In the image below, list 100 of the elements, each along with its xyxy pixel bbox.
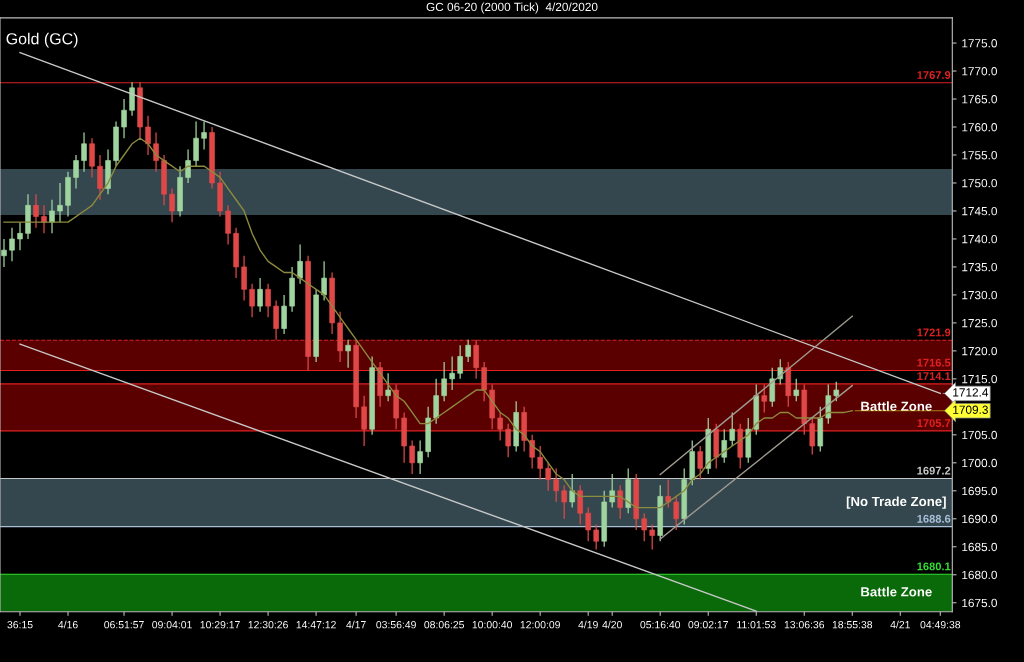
candlestick <box>433 378 439 425</box>
text: Gold (GC) <box>6 32 78 48</box>
candlestick <box>297 243 303 285</box>
candlestick <box>793 378 800 402</box>
y-tick-label: 1775.0 <box>962 39 997 48</box>
x-tick-label: 05:16:40 <box>640 620 681 629</box>
candlestick <box>201 120 207 151</box>
candlestick <box>129 81 135 117</box>
candlestick <box>553 467 559 503</box>
y-tick-label: 1685.0 <box>962 542 997 552</box>
candlestick <box>593 523 599 551</box>
x-tick-label: 11:01:53 <box>737 620 776 629</box>
band-label: Battle Zone <box>861 586 932 597</box>
candlestick <box>729 411 735 447</box>
candlestick <box>409 439 415 475</box>
candlestick <box>497 411 503 442</box>
x-tick-label: 04:49:38 <box>920 620 961 629</box>
candlestick <box>9 227 15 262</box>
candlestick <box>561 484 567 520</box>
candlestick <box>97 154 103 201</box>
candlestick <box>665 478 671 509</box>
y-tick-label: 1695.0 <box>962 486 997 496</box>
x-tick-label: 08:06:25 <box>424 620 464 629</box>
x-tick-label: 4/20 <box>602 620 622 629</box>
y-tick-label: 1705.0 <box>962 430 997 440</box>
band-label: [No Trade Zone] <box>846 496 946 509</box>
candlestick <box>721 428 727 464</box>
y-tick-label: 1730.0 <box>962 290 997 300</box>
candlestick <box>529 434 535 470</box>
candlestick <box>465 339 471 363</box>
candlestick <box>17 221 23 251</box>
x-tick-label: 36:15 <box>7 620 33 629</box>
candlestick <box>441 361 447 402</box>
candlestick <box>153 131 159 173</box>
candlestick <box>33 193 39 229</box>
y-tick-label: 1680.0 <box>962 570 997 580</box>
candlestick <box>649 523 655 551</box>
candlestick <box>577 484 583 526</box>
y-tick-label: 1760.0 <box>962 123 997 132</box>
candlestick <box>361 395 367 447</box>
candlestick <box>249 283 255 318</box>
candlestick <box>1 238 7 268</box>
y-tick-label: 1740.0 <box>962 234 997 244</box>
ref-line-label: 1767.9 <box>917 71 951 79</box>
candlestick <box>569 473 575 509</box>
ref-line-label: 1697.2 <box>917 466 951 475</box>
candlestick <box>185 148 191 184</box>
x-tick-label: 4/17 <box>346 620 366 629</box>
candlestick <box>505 423 511 458</box>
candlestick <box>169 187 175 223</box>
candlestick <box>609 473 615 509</box>
y-tick-label: 1750.0 <box>962 179 997 188</box>
x-tick-label: 4/21 <box>890 620 910 629</box>
ref-line-label: 1721.9 <box>917 328 951 337</box>
candlestick <box>73 154 79 190</box>
x-tick-label: 18:55:38 <box>832 620 873 629</box>
candlestick <box>145 115 151 156</box>
candlestick <box>537 445 543 481</box>
candlestick <box>321 260 327 302</box>
candlestick <box>241 255 247 302</box>
candlestick <box>761 383 768 414</box>
x-tick-label: 12:30:26 <box>248 620 288 629</box>
candlestick <box>545 462 551 492</box>
candlestick <box>89 137 95 179</box>
x-tick-label: 4/16 <box>58 620 78 629</box>
candlestick <box>49 199 55 234</box>
x-tick-label: 14:47:12 <box>296 620 336 629</box>
x-tick-label: 12:00:09 <box>520 620 560 629</box>
y-tick-label: 1755.0 <box>962 151 997 160</box>
candlestick <box>345 339 351 369</box>
ref-line-label: 1714.1 <box>917 372 951 380</box>
x-tick-label: 10:00:40 <box>472 620 513 629</box>
y-tick-label: 1770.0 <box>962 67 997 76</box>
candlestick <box>473 339 479 380</box>
candlestick <box>257 277 263 313</box>
candlestick <box>585 506 591 542</box>
candlestick <box>449 355 455 391</box>
candlestick <box>697 445 703 481</box>
ref-line-label: 1705.7 <box>917 419 951 428</box>
candlestick <box>417 439 423 475</box>
x-tick-label: 06:51:57 <box>104 620 144 629</box>
y-tick-label: 1765.0 <box>962 95 997 104</box>
y-tick-label: 1745.0 <box>962 207 997 216</box>
ref-line-label: 1688.6 <box>917 514 951 523</box>
candlestick <box>57 182 63 223</box>
annotation: 1709.3 <box>953 405 988 414</box>
y-tick-label: 1675.0 <box>962 598 997 608</box>
ref-line-label: 1716.5 <box>917 358 951 367</box>
candlestick <box>265 283 271 318</box>
x-tick-label: 09:02:17 <box>688 620 728 629</box>
candlestick <box>809 417 816 456</box>
ref-line-label: 1680.1 <box>917 562 951 571</box>
y-tick-label: 1690.0 <box>962 514 997 524</box>
annotation: 1712.4 <box>953 388 989 397</box>
y-tick-label: 1720.0 <box>962 346 997 356</box>
candlestick <box>81 131 87 173</box>
candlestick <box>769 367 776 408</box>
x-tick-label: 09:04:01 <box>152 620 192 629</box>
candlestick <box>385 372 391 402</box>
x-tick-label: 03:56:49 <box>376 620 416 629</box>
